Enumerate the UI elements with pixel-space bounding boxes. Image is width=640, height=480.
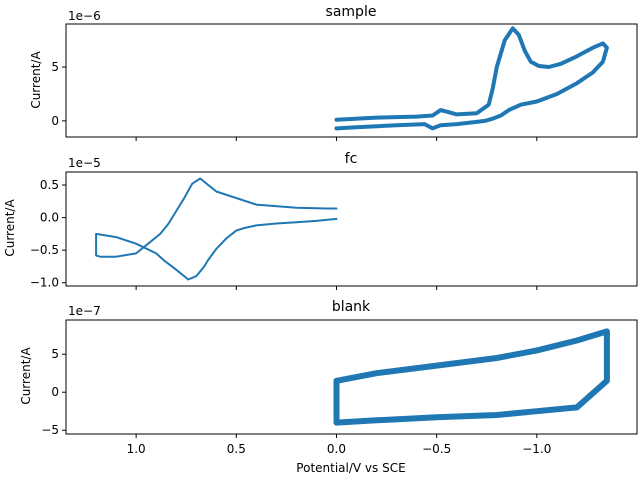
fc-panel: fc 1e−5 Current/A 0.5 0.0 −0.5 −1.0 bbox=[3, 151, 638, 290]
sample-series-line bbox=[334, 26, 609, 131]
fc-ytick-label: 0.5 bbox=[40, 178, 59, 192]
fc-series-line bbox=[95, 177, 338, 281]
fc-ticks: 0.5 0.0 −0.5 −1.0 bbox=[30, 178, 538, 290]
sample-ytick-label: 5 bbox=[51, 60, 59, 74]
blank-ylabel: Current/A bbox=[19, 347, 33, 405]
blank-xtick-label: 1.0 bbox=[127, 442, 146, 456]
shared-xlabel: Potential/V vs SCE bbox=[296, 461, 405, 475]
sample-axes-frame bbox=[65, 23, 638, 138]
sample-offset-text: 1e−6 bbox=[68, 9, 101, 23]
blank-xtick-label: −0.5 bbox=[422, 442, 451, 456]
blank-ytick-label: −5 bbox=[41, 423, 59, 437]
blank-panel: blank 1e−7 Current/A 5 0 −5 1.0 0.5 0.0 −0.5 −1… bbox=[19, 299, 638, 456]
fc-offset-text: 1e−5 bbox=[68, 156, 101, 170]
blank-ticks: 5 0 −5 1.0 0.5 0.0 −0.5 −1.0 bbox=[41, 347, 551, 456]
sample-ticks: 05 bbox=[51, 60, 538, 141]
fc-axes-frame bbox=[65, 171, 638, 287]
fc-ylabel: Current/A bbox=[3, 199, 17, 257]
blank-title: blank bbox=[332, 299, 371, 315]
fc-ytick-label: −0.5 bbox=[30, 243, 59, 257]
blank-offset-text: 1e−7 bbox=[68, 304, 101, 318]
blank-axes-frame bbox=[65, 319, 638, 435]
sample-panel: sample 1e−6 Current/A 05 bbox=[29, 4, 638, 141]
fc-ytick-label: −1.0 bbox=[30, 276, 59, 290]
sample-ytick-label: 0 bbox=[51, 114, 59, 128]
fc-title: fc bbox=[345, 151, 358, 167]
blank-xtick-label: 0.0 bbox=[327, 442, 346, 456]
blank-series-line bbox=[333, 328, 610, 426]
sample-title: sample bbox=[326, 4, 377, 20]
blank-ytick-label: 5 bbox=[51, 347, 59, 361]
fc-ytick-label: 0.0 bbox=[40, 211, 59, 225]
blank-xtick-label: 0.5 bbox=[227, 442, 246, 456]
blank-xtick-label: −1.0 bbox=[522, 442, 551, 456]
blank-ytick-label: 0 bbox=[51, 385, 59, 399]
sample-ylabel: Current/A bbox=[29, 51, 43, 109]
